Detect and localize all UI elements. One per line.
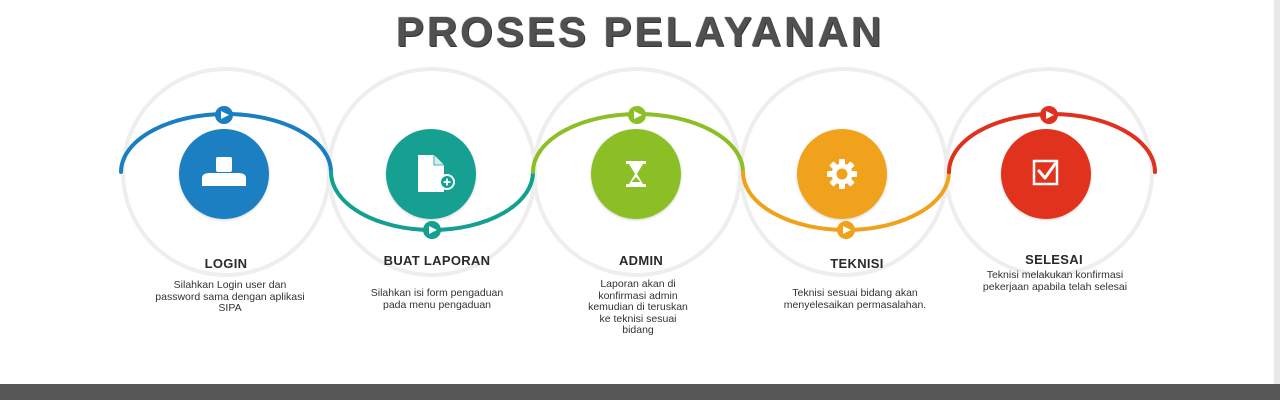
user-icon — [202, 157, 246, 186]
checkbox-icon — [1032, 159, 1059, 186]
step-desc-admin: Laporan akan di konfirmasi admin kemudia… — [588, 278, 688, 336]
step-desc-teknisi: Teknisi sesuai bidang akan menyelesaikan… — [783, 287, 927, 311]
step-title-teknisi: TEKNISI — [830, 256, 884, 271]
step-desc-login: Silahkan Login user dan password sama de… — [155, 279, 305, 314]
step-title-login: LOGIN — [204, 256, 248, 271]
step-desc-buat-laporan: Silahkan isi form pengaduan pada menu pe… — [370, 287, 504, 311]
marker-selesai — [1040, 106, 1058, 124]
step-title-selesai: SELESAI — [1025, 252, 1083, 267]
step-title-admin: ADMIN — [618, 253, 664, 268]
document-add-icon — [418, 155, 455, 192]
marker-admin — [628, 106, 646, 124]
marker-teknisi — [837, 221, 855, 239]
step-desc-selesai: Teknisi melakukan konfirmasi pekerjaan a… — [982, 269, 1128, 293]
arc-markers — [215, 106, 1058, 239]
marker-buat-laporan — [423, 221, 441, 239]
step-title-buat-laporan: BUAT LAPORAN — [383, 253, 491, 268]
circle-selesai — [1001, 129, 1091, 219]
right-edge-strip — [1274, 0, 1280, 384]
footer-bar — [0, 384, 1280, 400]
marker-login — [215, 106, 233, 124]
gear-icon — [827, 159, 857, 189]
hourglass-icon — [626, 161, 646, 187]
ring-selesai — [944, 67, 1154, 277]
page-title: PROSES PELAYANAN — [395, 8, 885, 55]
